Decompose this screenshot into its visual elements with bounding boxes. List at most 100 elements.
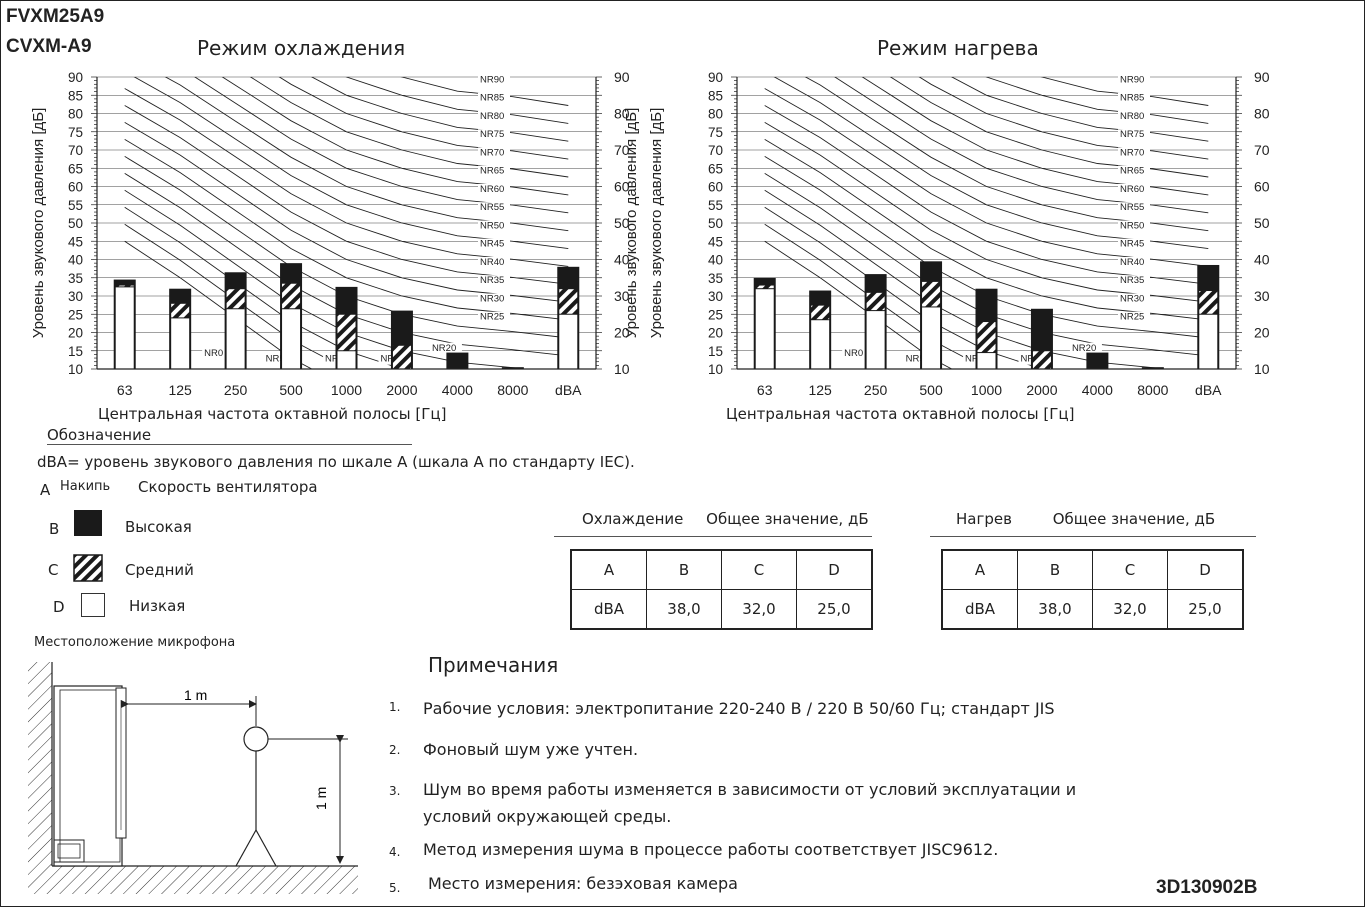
y-tick-label-left: 50 xyxy=(708,216,723,231)
x-tick-label: 63 xyxy=(757,382,773,398)
y-tick-label-left: 75 xyxy=(68,125,83,140)
y-tick-label-left: 40 xyxy=(708,253,723,268)
y-tick-label-right: 10 xyxy=(614,361,630,377)
y-tick-label-left: 70 xyxy=(708,143,723,158)
x-tick-label: 1000 xyxy=(331,382,362,398)
nr-label-bg xyxy=(478,129,510,141)
x-tick-label: 250 xyxy=(224,382,248,398)
nr-label-bg xyxy=(202,348,235,360)
nr-label-bg xyxy=(263,353,296,365)
heating-table-header: Нагрев Общее значение, дБ xyxy=(930,510,1256,537)
nr-label-bg xyxy=(478,256,510,268)
nr-label-bg xyxy=(478,110,510,122)
y-tick-label-left: 30 xyxy=(68,289,83,304)
nr-label: NR20 xyxy=(432,343,456,354)
notes-title: Примечания xyxy=(428,653,559,677)
mic-dist-vertical: 1 m xyxy=(313,787,329,810)
heating-col-d: D xyxy=(1167,549,1244,590)
nr-label-bg xyxy=(478,220,510,232)
nr-label: NR35 xyxy=(480,275,504,286)
legend-header-letter: A xyxy=(40,481,51,499)
bar-medium xyxy=(391,344,412,370)
y-tick-label-right: 80 xyxy=(614,106,630,122)
model-name-2: CVXM-A9 xyxy=(6,36,92,57)
x-tick-label: 8000 xyxy=(1137,382,1168,398)
chart-title-cooling: Режим охлаждения xyxy=(197,36,406,60)
nr-label: NR85 xyxy=(1120,93,1144,104)
legend-letter-d: D xyxy=(53,598,65,616)
y-tick-label-left: 90 xyxy=(68,70,83,85)
bar-medium xyxy=(1031,350,1052,370)
y-tick-label-left: 35 xyxy=(708,271,723,286)
dba-note: dBA= уровень звукового давления по шкале… xyxy=(37,453,635,471)
y-tick-label-left: 85 xyxy=(68,88,83,103)
x-tick-label: dBA xyxy=(1195,382,1222,398)
nr-label-bg xyxy=(1118,147,1150,159)
nr-label: NR65 xyxy=(480,166,504,177)
nr-label: NR5 xyxy=(266,354,285,365)
y-tick-label-right: 60 xyxy=(1254,179,1270,195)
nr-label-bg xyxy=(1118,183,1150,195)
bar-low xyxy=(281,308,302,370)
cooling-x-axis-title: Центральная частота октавной полосы [Гц] xyxy=(98,405,447,423)
y-tick-label-left: 10 xyxy=(708,362,723,377)
nr-curve-line xyxy=(124,223,348,369)
nr-label-bg xyxy=(1118,311,1150,323)
nr-label-bg xyxy=(478,74,510,86)
y-tick-label-right: 40 xyxy=(1254,252,1270,268)
cooling-val-b: 38,0 xyxy=(646,589,722,630)
x-tick-label: 2000 xyxy=(386,382,417,398)
heating-row-label: dBA xyxy=(941,589,1018,630)
nr-label-bg xyxy=(478,165,510,177)
y-tick-label-left: 80 xyxy=(708,107,723,122)
cooling-val-c: 32,0 xyxy=(721,589,797,630)
nr-label-bg xyxy=(478,147,510,159)
nr-label-bg xyxy=(478,238,510,250)
y-tick-label-left: 40 xyxy=(68,253,83,268)
nr-label-bg xyxy=(1118,256,1150,268)
bar-low xyxy=(865,310,886,370)
x-tick-label: dBA xyxy=(555,382,582,398)
nr-label-bg xyxy=(1118,165,1150,177)
y-tick-label-left: 15 xyxy=(68,344,83,359)
bar-high xyxy=(1086,352,1109,369)
nr-label-bg xyxy=(1118,238,1150,250)
nr-label: NR75 xyxy=(1120,129,1144,140)
note-2-text: Фоновый шум уже учтен. xyxy=(423,740,639,759)
nr-label: NR40 xyxy=(1120,257,1144,268)
y-axis-title: Уровень звукового давления [дБ] xyxy=(648,108,665,339)
nr-label: NR40 xyxy=(480,257,504,268)
y-tick-label-left: 65 xyxy=(708,161,723,176)
legend-label-high: Высокая xyxy=(125,518,192,536)
y-tick-label-left: 50 xyxy=(68,216,83,231)
heating-val-c: 32,0 xyxy=(1092,589,1168,630)
bar-low xyxy=(225,308,246,370)
nr-curve-line xyxy=(764,139,1209,321)
x-tick-label: 125 xyxy=(168,382,192,398)
x-tick-label: 4000 xyxy=(1082,382,1113,398)
cooling-col-b: B xyxy=(646,549,722,590)
nr-label: NR80 xyxy=(480,111,504,122)
y-tick-label-right: 80 xyxy=(1254,106,1270,122)
nr-label: NR50 xyxy=(1120,220,1144,231)
nr-label: NR0 xyxy=(844,348,863,359)
bar-high xyxy=(501,367,524,369)
nr-label-bg xyxy=(1118,129,1150,141)
y-tick-label-left: 25 xyxy=(708,307,723,322)
nr-label: NR30 xyxy=(1120,293,1144,304)
y-tick-label-right: 20 xyxy=(614,325,630,341)
person-figure xyxy=(235,726,277,867)
y-axis-title: Уровень звукового давления [дБ] xyxy=(30,108,47,339)
legend-label-low: Низкая xyxy=(129,597,186,615)
legend-header-text: Скорость вентилятора xyxy=(138,478,318,496)
y-tick-label-left: 45 xyxy=(68,234,83,249)
x-tick-label: 4000 xyxy=(442,382,473,398)
nr-label: NR45 xyxy=(1120,239,1144,250)
cooling-table-total: Общее значение, дБ xyxy=(706,510,869,528)
heating-val-d: 25,0 xyxy=(1167,589,1244,630)
legend-header-small: Накипь xyxy=(60,479,111,494)
cooling-values-table: A B C D dBA 38,0 32,0 25,0 xyxy=(570,549,873,630)
nr-label-bg xyxy=(1118,110,1150,122)
nr-label: NR65 xyxy=(1120,166,1144,177)
cooling-col-a: A xyxy=(570,549,647,590)
